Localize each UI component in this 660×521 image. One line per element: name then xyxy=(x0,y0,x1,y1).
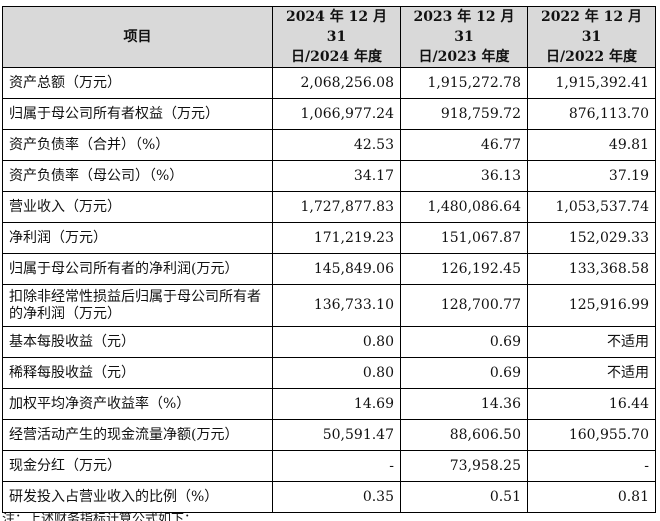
cell-2022: 不适用 xyxy=(527,326,656,358)
cell-2022: 49.81 xyxy=(527,129,656,161)
cell-2024: 14.69 xyxy=(272,388,401,420)
financial-indicators-table: 项目 2024 年 12 月 31 日/2024 年度 2023 年 12 月 … xyxy=(2,6,656,513)
cell-2022: 152,029.33 xyxy=(527,222,656,254)
header-2023-line1: 2023 年 12 月 31 xyxy=(413,9,515,45)
table-row: 研发投入占营业收入的比例（%） 0.35 0.51 0.81 xyxy=(2,481,656,513)
cell-2024: 0.35 xyxy=(272,481,401,513)
row-label: 研发投入占营业收入的比例（%） xyxy=(2,481,273,513)
header-2023-line2: 日/2023 年度 xyxy=(418,49,510,65)
cell-2023: 0.69 xyxy=(400,357,528,389)
table-row: 基本每股收益（元） 0.80 0.69 不适用 xyxy=(2,326,656,358)
cell-2023: 151,067.87 xyxy=(400,222,528,254)
table-row: 资产负债率（母公司）（%） 34.17 36.13 37.19 xyxy=(2,160,656,192)
cell-2023: 36.13 xyxy=(400,160,528,192)
cell-2022: 不适用 xyxy=(527,357,656,389)
row-label: 资产负债率（合并）（%） xyxy=(2,129,273,161)
cell-2022: 133,368.58 xyxy=(527,253,656,285)
cell-2024: 34.17 xyxy=(272,160,401,192)
row-label: 稀释每股收益（元） xyxy=(2,357,273,389)
table-row: 经营活动产生的现金流量净额(万元） 50,591.47 88,606.50 16… xyxy=(2,419,656,451)
cell-2023: 1,480,086.64 xyxy=(400,191,528,223)
cell-2024: 0.80 xyxy=(272,326,401,358)
cell-2022: 16.44 xyxy=(527,388,656,420)
cell-2023: 1,915,272.78 xyxy=(400,67,528,99)
table-row: 净利润（万元） 171,219.23 151,067.87 152,029.33 xyxy=(2,222,656,254)
table-row: 资产负债率（合并）（%） 42.53 46.77 49.81 xyxy=(2,129,656,161)
cell-2024: 171,219.23 xyxy=(272,222,401,254)
cell-2023: 126,192.45 xyxy=(400,253,528,285)
row-label: 经营活动产生的现金流量净额(万元） xyxy=(2,419,273,451)
header-2022-line1: 2022 年 12 月 31 xyxy=(540,9,643,45)
table-row: 归属于母公司所有者权益（万元） 1,066,977.24 918,759.72 … xyxy=(2,98,656,130)
cell-2022: - xyxy=(527,450,656,482)
cell-2022: 876,113.70 xyxy=(527,98,656,130)
cell-2024: 50,591.47 xyxy=(272,419,401,451)
cell-2024: 136,733.10 xyxy=(272,284,401,327)
header-2024: 2024 年 12 月 31 日/2024 年度 xyxy=(272,6,401,68)
table-row: 归属于母公司所有者的净利润(万元） 145,849.06 126,192.45 … xyxy=(2,253,656,285)
cell-2022: 1,053,537.74 xyxy=(527,191,656,223)
cell-2023: 918,759.72 xyxy=(400,98,528,130)
cell-2023: 14.36 xyxy=(400,388,528,420)
table-row: 稀释每股收益（元） 0.80 0.69 不适用 xyxy=(2,357,656,389)
cell-2024: - xyxy=(272,450,401,482)
cell-2023: 0.69 xyxy=(400,326,528,358)
header-2024-line2: 日/2024 年度 xyxy=(291,49,382,65)
table-header-row: 项目 2024 年 12 月 31 日/2024 年度 2023 年 12 月 … xyxy=(2,6,656,68)
row-label: 加权平均净资产收益率（%） xyxy=(2,388,273,420)
table-row: 资产总额（万元） 2,068,256.08 1,915,272.78 1,915… xyxy=(2,67,656,99)
cell-2024: 0.80 xyxy=(272,357,401,389)
table-row: 加权平均净资产收益率（%） 14.69 14.36 16.44 xyxy=(2,388,656,420)
cell-2023: 73,958.25 xyxy=(400,450,528,482)
row-label: 基本每股收益（元） xyxy=(2,326,273,358)
cell-2024: 2,068,256.08 xyxy=(272,67,401,99)
table-row: 扣除非经常性损益后归属于母公司所有者的净利润（万元） 136,733.10 12… xyxy=(2,284,656,327)
row-label: 归属于母公司所有者权益（万元） xyxy=(2,98,273,130)
table-row: 营业收入（万元） 1,727,877.83 1,480,086.64 1,053… xyxy=(2,191,656,223)
cell-2022: 160,955.70 xyxy=(527,419,656,451)
cell-2023: 0.51 xyxy=(400,481,528,513)
header-2024-line1: 2024 年 12 月 31 xyxy=(285,9,388,45)
row-label: 归属于母公司所有者的净利润(万元） xyxy=(2,253,273,285)
header-item: 项目 xyxy=(2,6,273,68)
cell-2023: 46.77 xyxy=(400,129,528,161)
cell-2024: 145,849.06 xyxy=(272,253,401,285)
cell-2024: 1,727,877.83 xyxy=(272,191,401,223)
header-2022: 2022 年 12 月 31 日/2022 年度 xyxy=(527,6,656,68)
cell-2024: 1,066,977.24 xyxy=(272,98,401,130)
row-label: 扣除非经常性损益后归属于母公司所有者的净利润（万元） xyxy=(2,284,273,327)
header-2023: 2023 年 12 月 31 日/2023 年度 xyxy=(400,6,528,68)
header-2022-line2: 日/2022 年度 xyxy=(546,49,637,65)
cell-2024: 42.53 xyxy=(272,129,401,161)
cell-2022: 1,915,392.41 xyxy=(527,67,656,99)
table-row: 现金分红（万元） - 73,958.25 - xyxy=(2,450,656,482)
footnote: 注：上述财务指标计算公式如下： xyxy=(2,512,198,521)
row-label: 资产总额（万元） xyxy=(2,67,273,99)
cell-2022: 125,916.99 xyxy=(527,284,656,327)
row-label: 营业收入（万元） xyxy=(2,191,273,223)
row-label: 资产负债率（母公司）（%） xyxy=(2,160,273,192)
cell-2023: 128,700.77 xyxy=(400,284,528,327)
cell-2022: 37.19 xyxy=(527,160,656,192)
cell-2022: 0.81 xyxy=(527,481,656,513)
row-label: 现金分红（万元） xyxy=(2,450,273,482)
row-label: 净利润（万元） xyxy=(2,222,273,254)
cell-2023: 88,606.50 xyxy=(400,419,528,451)
